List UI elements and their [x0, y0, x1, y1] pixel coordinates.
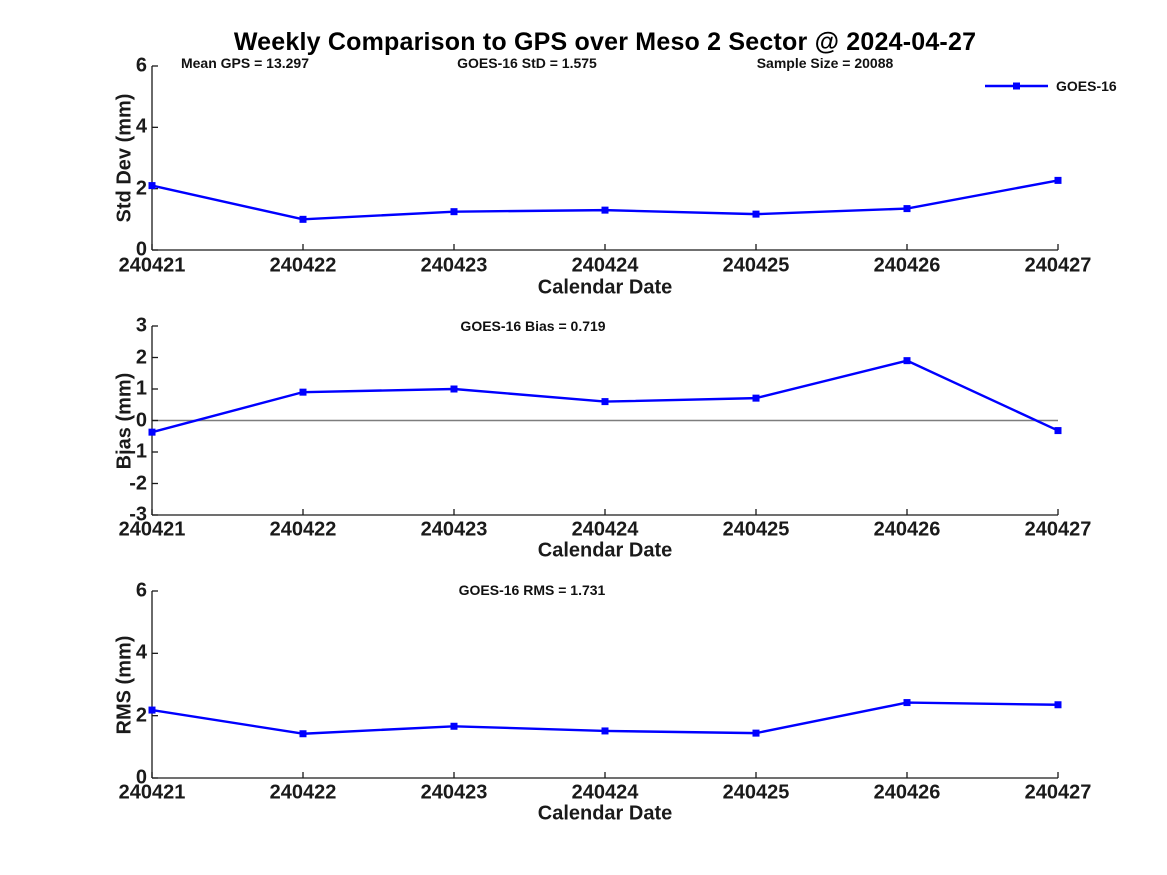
x-axis-label-rms: Calendar Date — [537, 802, 673, 825]
x-tick-label-std-dev-240422: 240422 — [269, 254, 337, 277]
annotation-rms-0: GOES-16 RMS = 1.731 — [458, 582, 606, 598]
y-tick-label-rms-2: 2 — [135, 704, 147, 727]
series-marker-std-dev-240424 — [601, 206, 609, 214]
series-marker-bias-240425 — [752, 394, 760, 402]
series-marker-rms-240425 — [752, 729, 760, 737]
y-axis-label-bias: Bias (mm) — [113, 372, 136, 469]
x-tick-label-bias-240427: 240427 — [1024, 518, 1092, 541]
series-marker-std-dev-240421 — [148, 182, 156, 190]
series-line-bias-GOES-16 — [151, 359, 1059, 434]
x-tick-label-bias-240426: 240426 — [873, 518, 941, 541]
y-axis-label-rms: RMS (mm) — [113, 635, 136, 734]
x-axis-label-std-dev: Calendar Date — [537, 276, 673, 299]
x-tick-label-rms-240422: 240422 — [269, 781, 337, 804]
x-tick-label-std-dev-240425: 240425 — [722, 254, 790, 277]
legend: GOES-16 — [985, 78, 1117, 94]
series-marker-std-dev-240423 — [450, 208, 458, 216]
y-tick-label-bias-0: 0 — [135, 409, 147, 431]
x-tick-label-std-dev-240427: 240427 — [1024, 254, 1092, 277]
series-marker-bias-240426 — [903, 357, 911, 365]
x-tick-label-bias-240421: 240421 — [118, 518, 186, 541]
annotation-bias-0: GOES-16 Bias = 0.719 — [460, 318, 606, 334]
series-marker-rms-240427 — [1054, 701, 1062, 709]
figure-title: Weekly Comparison to GPS over Meso 2 Sec… — [233, 28, 977, 56]
y-tick-label-bias-3: 3 — [135, 314, 147, 337]
x-tick-label-rms-240427: 240427 — [1024, 781, 1092, 804]
y-tick-label-bias--2: -2 — [129, 472, 147, 494]
y-tick-label-rms-0: 0 — [135, 766, 147, 789]
series-marker-bias-240422 — [299, 388, 307, 396]
x-tick-label-bias-240423: 240423 — [420, 518, 488, 541]
series-marker-rms-240422 — [299, 730, 307, 738]
series-marker-std-dev-240422 — [299, 215, 307, 223]
x-tick-label-rms-240423: 240423 — [420, 781, 488, 804]
x-axis-label-bias: Calendar Date — [537, 539, 673, 562]
x-tick-label-rms-240425: 240425 — [722, 781, 790, 804]
y-tick-label-bias--3: -3 — [129, 503, 147, 526]
y-tick-label-std-dev-2: 2 — [135, 177, 147, 200]
x-tick-label-rms-240421: 240421 — [118, 781, 186, 804]
series-marker-std-dev-240427 — [1054, 176, 1062, 184]
y-tick-label-rms-6: 6 — [135, 579, 147, 602]
y-tick-label-std-dev-0: 0 — [135, 238, 147, 261]
x-tick-label-bias-240425: 240425 — [722, 518, 790, 541]
x-tick-label-bias-240422: 240422 — [269, 518, 337, 541]
x-tick-label-std-dev-240424: 240424 — [571, 254, 639, 277]
y-tick-label-rms-4: 4 — [135, 641, 147, 664]
x-tick-label-rms-240424: 240424 — [571, 781, 639, 804]
annotation-std-dev-1: GOES-16 StD = 1.575 — [457, 55, 597, 71]
annotation-std-dev-2: Sample Size = 20088 — [756, 55, 894, 71]
y-tick-label-bias-2: 2 — [135, 346, 147, 368]
x-tick-label-std-dev-240423: 240423 — [420, 254, 488, 277]
x-tick-label-rms-240426: 240426 — [873, 781, 941, 804]
y-tick-label-std-dev-4: 4 — [135, 115, 147, 138]
series-marker-bias-240421 — [148, 428, 156, 436]
series-marker-rms-240424 — [601, 727, 609, 735]
annotation-std-dev-0: Mean GPS = 13.297 — [180, 55, 310, 71]
legend-line-marker-icon — [985, 82, 1048, 90]
x-tick-label-std-dev-240426: 240426 — [873, 254, 941, 277]
series-marker-bias-240427 — [1054, 427, 1062, 435]
series-marker-std-dev-240426 — [903, 205, 911, 213]
series-marker-rms-240421 — [148, 706, 156, 714]
y-tick-label-bias--1: -1 — [129, 440, 147, 463]
y-tick-label-std-dev-6: 6 — [135, 54, 147, 77]
y-tick-label-bias-1: 1 — [135, 377, 147, 400]
series-marker-rms-240423 — [450, 722, 458, 730]
series-marker-bias-240423 — [450, 385, 458, 393]
series-marker-std-dev-240425 — [752, 210, 760, 218]
x-tick-label-bias-240424: 240424 — [571, 518, 639, 541]
x-tick-label-std-dev-240421: 240421 — [118, 254, 186, 277]
legend-series-label: GOES-16 — [1056, 78, 1117, 94]
series-marker-rms-240426 — [903, 699, 911, 707]
y-axis-label-std-dev: Std Dev (mm) — [113, 93, 136, 223]
series-marker-bias-240424 — [601, 398, 609, 406]
